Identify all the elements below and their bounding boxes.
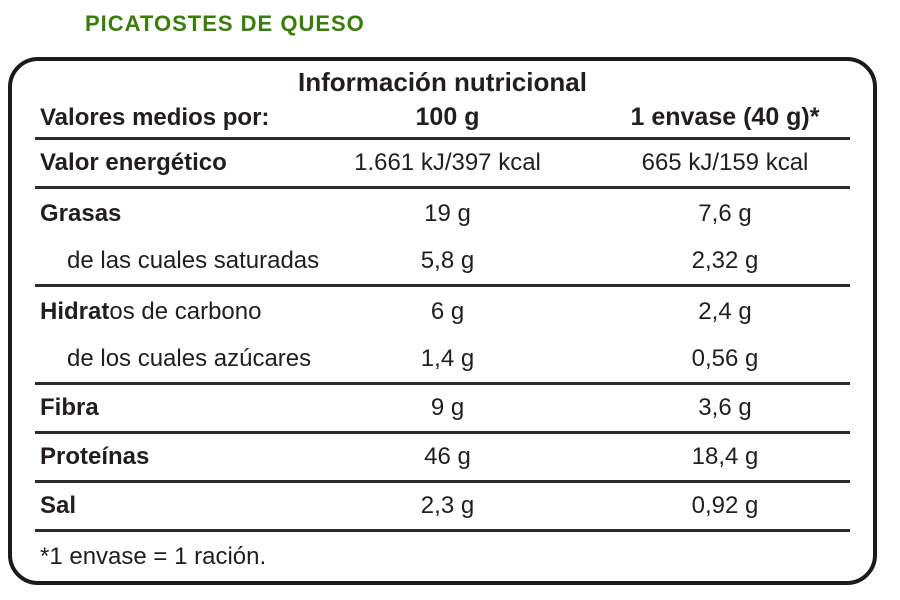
row-label-rest: os de carbono bbox=[109, 297, 262, 325]
table-row: Proteínas 46 g 18,4 g bbox=[35, 434, 850, 484]
row-label: Grasas bbox=[35, 200, 340, 228]
table-header-row: Valores medios por: 100 g 1 envase (40 g… bbox=[35, 98, 850, 141]
row-label-bold: Proteínas bbox=[40, 443, 150, 471]
row-label: de los cuales azúcares bbox=[35, 345, 340, 373]
value-per-100g: 1,4 g bbox=[420, 345, 475, 373]
table-title: Información nutricional bbox=[298, 67, 587, 97]
table-title-row: Información nutricional bbox=[35, 61, 850, 98]
table-row: Sal 2,3 g 0,92 g bbox=[35, 483, 850, 533]
footnote: *1 envase = 1 ración. bbox=[40, 542, 267, 570]
row-label: Valor energético bbox=[35, 149, 340, 177]
value-per-100g: 2,3 g bbox=[420, 492, 475, 520]
table-row: de las cuales saturadas 5,8 g 2,32 g bbox=[35, 238, 850, 288]
value-per-100g: 9 g bbox=[430, 394, 465, 422]
footnote-row: *1 envase = 1 ración. bbox=[35, 532, 850, 581]
header-col-100g: 100 g bbox=[415, 103, 480, 132]
table-row: Fibra 9 g 3,6 g bbox=[35, 385, 850, 435]
value-per-100g: 5,8 g bbox=[420, 247, 475, 275]
product-title: PICATOSTES DE QUESO bbox=[85, 11, 365, 36]
row-label: Hidratos de carbono bbox=[35, 298, 340, 326]
value-per-100g: 19 g bbox=[424, 199, 471, 227]
value-per-100g: 6 g bbox=[430, 297, 465, 325]
row-label: de las cuales saturadas bbox=[35, 247, 340, 275]
table-row: Hidratos de carbono 6 g 2,4 g bbox=[35, 287, 850, 336]
header-values-label: Valores medios por: bbox=[40, 103, 270, 131]
row-label-bold: Fibra bbox=[40, 394, 99, 422]
row-label-rest: de las cuales saturadas bbox=[67, 247, 320, 275]
table-row: de los cuales azúcares 1,4 g 0,56 g bbox=[35, 336, 850, 386]
row-label: Proteínas bbox=[35, 443, 340, 471]
row-label-bold: Hidrat bbox=[40, 297, 110, 325]
value-per-envase: 665 kJ/159 kcal bbox=[641, 149, 809, 177]
value-per-envase: 0,56 g bbox=[691, 345, 759, 373]
value-per-envase: 18,4 g bbox=[691, 443, 759, 471]
value-per-envase: 7,6 g bbox=[698, 199, 752, 227]
table-body: Valor energético 1.661 kJ/397 kcal 665 k… bbox=[35, 140, 850, 533]
value-per-envase: 2,4 g bbox=[698, 297, 752, 325]
table-row: Valor energético 1.661 kJ/397 kcal 665 k… bbox=[35, 140, 850, 190]
value-per-100g: 1.661 kJ/397 kcal bbox=[354, 149, 541, 177]
row-label-rest: de los cuales azúcares bbox=[67, 345, 312, 373]
table-row: Grasas 19 g 7,6 g bbox=[35, 189, 850, 238]
header-col-envase: 1 envase (40 g)* bbox=[630, 103, 820, 132]
value-per-envase: 0,92 g bbox=[691, 492, 759, 520]
row-label-bold: Grasas bbox=[40, 199, 122, 227]
value-per-envase: 3,6 g bbox=[698, 394, 752, 422]
value-per-100g: 46 g bbox=[424, 443, 471, 471]
row-label-bold: Sal bbox=[40, 492, 77, 520]
row-label: Sal bbox=[35, 492, 340, 520]
row-label-bold: Valor energético bbox=[40, 149, 227, 177]
value-per-envase: 2,32 g bbox=[691, 247, 759, 275]
row-label: Fibra bbox=[35, 394, 340, 422]
nutrition-table: Información nutricional Valores medios p… bbox=[8, 57, 877, 585]
